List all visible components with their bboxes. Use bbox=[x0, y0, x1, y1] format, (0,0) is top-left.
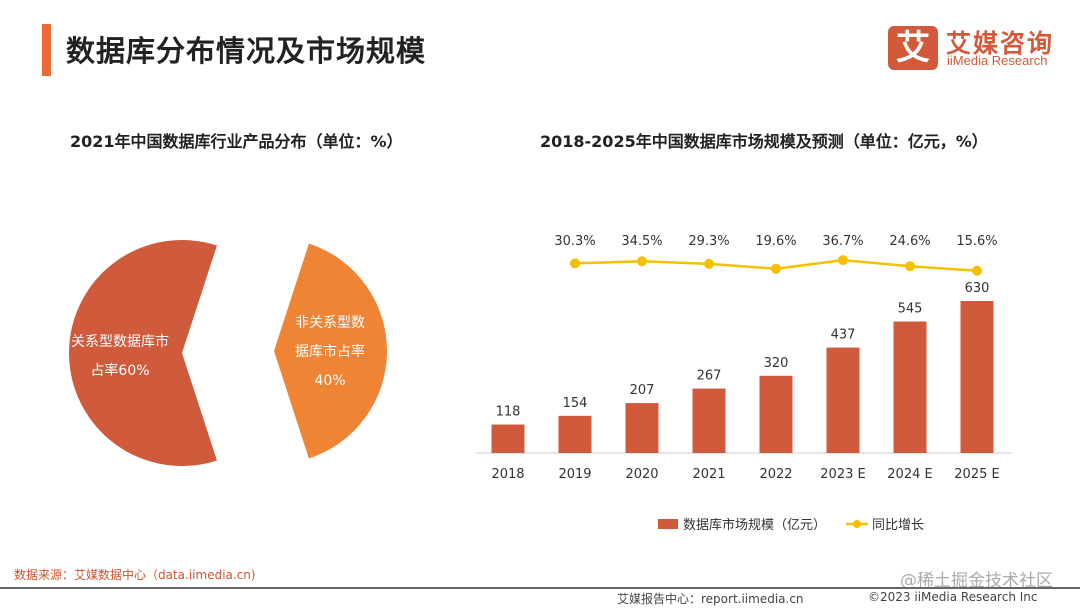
growth-label: 29.3% bbox=[688, 234, 729, 249]
bar-value-label: 154 bbox=[563, 396, 588, 411]
pie-label-nonrelational: 非关系型数 bbox=[295, 315, 365, 331]
growth-point bbox=[905, 261, 915, 272]
bar bbox=[759, 375, 793, 453]
watermark: @稀土掘金技术社区 bbox=[900, 571, 1053, 591]
bar-value-label: 207 bbox=[630, 383, 655, 398]
pie-label-nonrelational: 40% bbox=[314, 373, 345, 389]
pie-slice-relational bbox=[68, 239, 217, 466]
growth-label: 19.6% bbox=[755, 234, 796, 249]
legend-label-line: 同比增长 bbox=[872, 518, 924, 533]
bar bbox=[558, 415, 592, 453]
x-tick-label: 2021 bbox=[692, 467, 725, 482]
bar-value-label: 437 bbox=[831, 328, 856, 343]
pie-label-relational: 占率60% bbox=[90, 362, 149, 379]
x-tick-label: 2020 bbox=[625, 467, 658, 482]
bar bbox=[625, 403, 659, 453]
page-title: 数据库分布情况及市场规模 bbox=[66, 34, 427, 68]
growth-point bbox=[704, 258, 714, 269]
legend-marker-line bbox=[853, 520, 861, 528]
bar-value-label: 320 bbox=[764, 356, 789, 371]
title-accent-bar bbox=[42, 24, 51, 76]
pie-label-nonrelational: 据库市占率 bbox=[295, 343, 365, 360]
growth-point bbox=[771, 263, 781, 274]
bar bbox=[491, 424, 525, 453]
x-tick-label: 2024 E bbox=[887, 467, 932, 482]
bar-value-label: 267 bbox=[697, 369, 722, 384]
bar-value-label: 630 bbox=[965, 281, 990, 296]
copyright: ©2023 iiMedia Research Inc bbox=[868, 590, 1038, 604]
bar-chart-title: 2018-2025年中国数据库市场规模及预测（单位：亿元，%） bbox=[540, 132, 988, 151]
growth-label: 30.3% bbox=[554, 234, 595, 249]
report-center-link[interactable]: 艾媒报告中心：report.iimedia.cn bbox=[617, 592, 804, 606]
pie-chart-title: 2021年中国数据库行业产品分布（单位：%） bbox=[70, 132, 403, 151]
x-tick-label: 2023 E bbox=[820, 467, 865, 482]
x-tick-label: 2018 bbox=[491, 467, 524, 482]
legend-swatch-bar bbox=[658, 519, 678, 529]
bar bbox=[960, 301, 994, 453]
pie-label-relational: 关系型数据库市 bbox=[71, 333, 169, 350]
bar bbox=[893, 321, 927, 453]
bar bbox=[692, 388, 726, 453]
growth-label: 36.7% bbox=[822, 234, 863, 249]
growth-label: 24.6% bbox=[889, 234, 930, 249]
growth-point bbox=[838, 255, 848, 266]
growth-label: 15.6% bbox=[956, 234, 997, 249]
data-source: 数据来源：艾媒数据中心（data.iimedia.cn) bbox=[14, 568, 256, 582]
pie-slice-nonrelational bbox=[274, 243, 388, 459]
growth-point bbox=[972, 265, 982, 276]
bar bbox=[826, 347, 860, 453]
x-tick-label: 2019 bbox=[558, 467, 591, 482]
bar-value-label: 545 bbox=[898, 302, 923, 317]
growth-point bbox=[637, 256, 647, 267]
logo-text-cn: 艾媒咨询 bbox=[946, 29, 1055, 58]
growth-label: 34.5% bbox=[621, 234, 662, 249]
logo-text-en: iiMedia Research bbox=[947, 53, 1048, 68]
x-tick-label: 2025 E bbox=[954, 467, 999, 482]
growth-point bbox=[570, 258, 580, 269]
bar-value-label: 118 bbox=[496, 405, 521, 420]
legend-label-bar: 数据库市场规模（亿元） bbox=[683, 517, 826, 533]
footer-divider bbox=[0, 587, 1080, 589]
x-tick-label: 2022 bbox=[759, 467, 792, 482]
logo-icon: 艾 bbox=[888, 26, 938, 70]
